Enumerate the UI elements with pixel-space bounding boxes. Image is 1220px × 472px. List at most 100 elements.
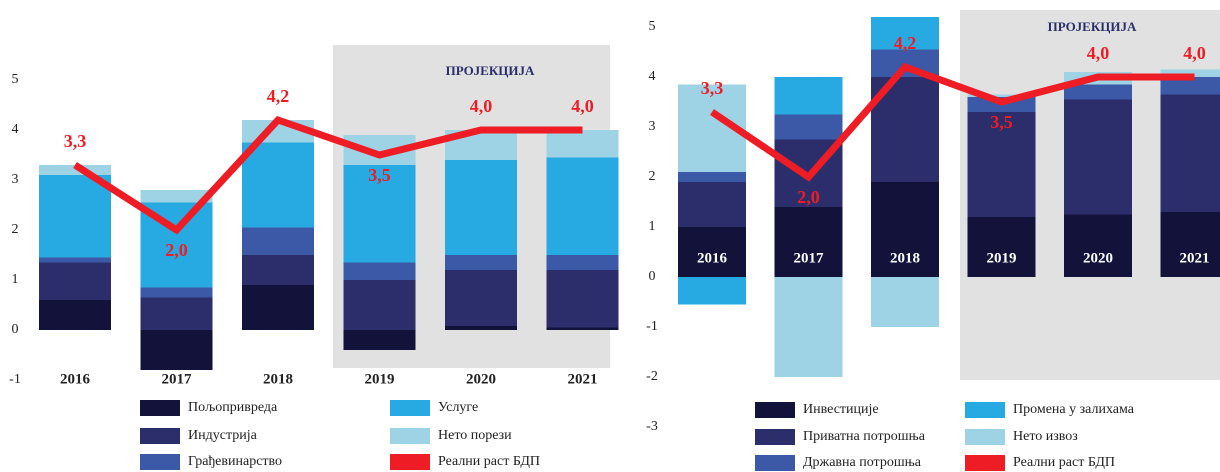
annotation: ПРОЈЕКЦИЈА	[446, 63, 535, 78]
x-tick-label: 2021	[1180, 250, 1210, 266]
bar-segment	[1160, 94, 1220, 212]
y-tick-label: 1	[12, 272, 19, 287]
y-tick-label: 1	[649, 219, 656, 234]
bar-segment	[343, 330, 416, 350]
legend-label: Промена у залихама	[1013, 402, 1135, 417]
legend-label: Инвестиције	[803, 402, 879, 417]
y-tick-label: -3	[646, 419, 658, 434]
bar-segment	[678, 182, 746, 227]
x-tick-label: 2019	[365, 371, 395, 387]
category-box	[1160, 247, 1220, 269]
bar-segment	[445, 326, 517, 330]
bar-segment	[445, 255, 517, 270]
bar-segment	[678, 277, 746, 305]
bar-segment	[343, 165, 416, 263]
category-box	[871, 247, 939, 269]
bar-segment	[1064, 84, 1132, 100]
x-tick-label: 2019	[987, 250, 1017, 266]
y-tick-label: 0	[649, 269, 656, 284]
x-tick-label: 2016	[60, 371, 91, 387]
bar-segment	[967, 112, 1036, 217]
x-tick-label: 2016	[697, 250, 728, 266]
value-label: 3,5	[990, 112, 1013, 132]
y-tick-label: 2	[12, 222, 19, 237]
bar-segment	[546, 255, 619, 270]
legend-swatch	[140, 454, 180, 470]
value-label: 4,2	[267, 86, 290, 106]
y-tick-label: -2	[646, 369, 658, 384]
legend-swatch	[390, 454, 430, 470]
bar-segment	[242, 227, 314, 255]
category-box	[1064, 247, 1132, 269]
bar-segment	[546, 157, 619, 255]
category-box	[678, 247, 746, 269]
legend-swatch	[390, 428, 430, 444]
bar-segment	[1160, 77, 1220, 95]
value-label: 3,3	[701, 78, 724, 98]
bar-segment	[678, 172, 746, 182]
bar-segment	[39, 175, 111, 258]
bar-segment	[871, 17, 939, 50]
bar-segment	[39, 300, 111, 330]
legend-label: Нето извоз	[1013, 429, 1078, 444]
legend-swatch	[965, 455, 1005, 471]
x-tick-label: 2018	[263, 371, 293, 387]
bar-segment	[242, 255, 314, 285]
legend-swatch	[965, 402, 1005, 418]
legend-label: Реални раст БДП	[438, 454, 540, 469]
legend-swatch	[390, 400, 430, 416]
bar-segment	[774, 277, 843, 377]
legend-swatch	[140, 400, 180, 416]
legend-swatch	[140, 428, 180, 444]
y-tick-label: 4	[12, 122, 19, 137]
legend-label: Пољопривреда	[188, 400, 278, 415]
value-label: 4,2	[894, 33, 917, 53]
bar-segment	[546, 130, 619, 158]
bar-segment	[140, 287, 213, 298]
bar-segment	[871, 277, 939, 327]
legend-label: Услуге	[438, 400, 478, 415]
bar-segment	[140, 297, 213, 330]
bar-segment	[39, 165, 111, 175]
bar-segment	[774, 77, 843, 115]
x-tick-label: 2017	[794, 250, 825, 266]
legend-swatch	[965, 429, 1005, 445]
value-label: 4,0	[1087, 43, 1110, 63]
bar-segment	[546, 270, 619, 328]
bar-segment	[140, 330, 213, 370]
legend-label: Индустрија	[188, 428, 258, 443]
bar-segment	[140, 190, 213, 203]
value-label: 2,0	[797, 187, 820, 207]
category-box	[774, 247, 843, 269]
x-tick-label: 2020	[1083, 250, 1113, 266]
category-box	[967, 247, 1036, 269]
value-label: 2,0	[165, 240, 188, 260]
bar-segment	[39, 257, 111, 263]
value-label: 3,5	[368, 165, 391, 185]
legend-swatch	[755, 429, 795, 445]
bar-segment	[343, 280, 416, 330]
legend-swatch	[755, 402, 795, 418]
bar-segment	[445, 270, 517, 326]
x-tick-label: 2017	[162, 371, 193, 387]
y-tick-label: -1	[9, 372, 21, 387]
x-tick-label: 2021	[568, 371, 598, 387]
bar-segment	[1160, 69, 1220, 77]
bar-segment	[546, 327, 619, 330]
y-tick-label: 5	[12, 72, 19, 87]
y-tick-label: 5	[649, 19, 656, 34]
legend-label: Грађевинарство	[188, 454, 282, 469]
annotation: ПРОЈЕКЦИЈА	[1048, 19, 1137, 34]
line	[710, 62, 1195, 182]
y-tick-label: 3	[649, 119, 656, 134]
line	[73, 115, 583, 235]
y-tick-label: -1	[646, 319, 658, 334]
x-tick-label: 2020	[466, 371, 496, 387]
y-tick-label: 2	[649, 169, 656, 184]
value-label: 4,0	[1183, 43, 1206, 63]
bar-segment	[343, 262, 416, 280]
bar-segment	[39, 262, 111, 300]
bar-segment	[242, 285, 314, 330]
legend-label: Реални раст БДП	[1013, 455, 1115, 470]
